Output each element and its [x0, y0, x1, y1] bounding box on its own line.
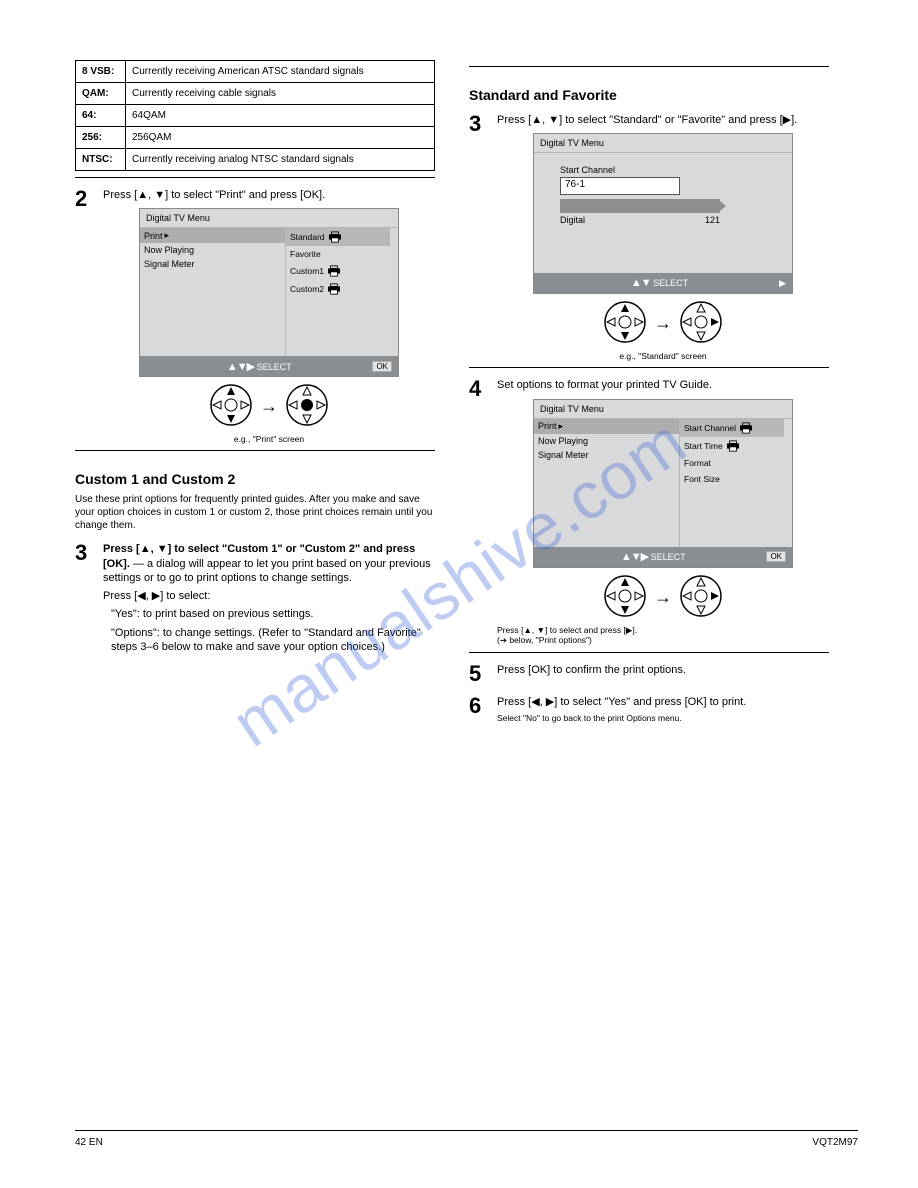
left-step-3: 3 Press [▲, ▼] to select "Custom 1" or "… — [75, 542, 435, 658]
lcd-menu-item: Signal Meter — [534, 448, 679, 462]
signal-type-table: 8 VSB:Currently receiving American ATSC … — [75, 60, 435, 171]
bullet-intro: Press [◀, ▶] to select: — [103, 589, 435, 603]
right-column: Standard and Favorite 3 Press [▲, ▼] to … — [469, 60, 829, 728]
table-code: QAM: — [76, 83, 126, 105]
table-desc: Currently receiving cable signals — [126, 83, 435, 105]
left-column: 8 VSB:Currently receiving American ATSC … — [75, 60, 435, 728]
bullet-item: "Yes": to print based on previous settin… — [111, 607, 435, 621]
step4-ref: (➔ below, "Print options") — [497, 635, 829, 646]
table-code: 256: — [76, 127, 126, 149]
custom-heading: Custom 1 and Custom 2 — [75, 471, 435, 487]
step-title: Press [▲, ▼] to select "Print" and press… — [103, 188, 435, 202]
right-step-3: 3 Press [▲, ▼] to select "Standard" or "… — [469, 113, 829, 361]
footer: 42 EN VQT2M97 — [75, 1130, 858, 1148]
dpad-icon — [285, 383, 329, 427]
divider — [469, 367, 829, 368]
step-text: Press [▲, ▼] to select "Custom 1" or "Cu… — [103, 542, 435, 585]
lcd-right-item: Format — [680, 455, 784, 471]
lcd-status-bar: ▲▼ SELECT ▶ — [534, 273, 792, 293]
lcd-label: Start Channel — [560, 165, 766, 175]
lcd-menu-item: Print▸ — [140, 228, 285, 243]
lcd-right-item: Start Channel — [680, 419, 784, 437]
lcd-unit: Digital121 — [560, 215, 720, 225]
dpad-diagram: → — [497, 300, 829, 347]
lcd-right-item: Font Size — [680, 471, 784, 487]
divider — [75, 177, 435, 178]
lcd-status-bar: ▲▼▶ SELECT OK — [534, 547, 792, 567]
step4-subtext: Press [▲, ▼] to select and press [▶]. — [497, 625, 829, 636]
table-desc: 256QAM — [126, 127, 435, 149]
lcd-right-item: Start Time — [680, 437, 784, 455]
step-number: 2 — [75, 188, 95, 444]
dpad-icon — [679, 300, 723, 344]
standard-heading: Standard and Favorite — [469, 87, 829, 103]
step-title: Press [▲, ▼] to select "Standard" or "Fa… — [497, 113, 829, 127]
lcd-title: Digital TV Menu — [534, 134, 792, 152]
divider — [469, 66, 829, 67]
dpad-icon — [679, 574, 723, 618]
table-code: NTSC: — [76, 149, 126, 171]
lcd-menu-item: Now Playing — [140, 243, 285, 257]
lcd-caption: e.g., "Standard" screen — [497, 351, 829, 361]
table-desc: 64QAM — [126, 105, 435, 127]
left-step-2: 2 Press [▲, ▼] to select "Print" and pre… — [75, 188, 435, 444]
dpad-diagram: → — [103, 383, 435, 430]
lcd-right-item: Custom2 — [286, 280, 390, 298]
right-step-4: 4 Set options to format your printed TV … — [469, 378, 829, 646]
lcd-value-box: 76-1 — [560, 177, 680, 195]
lcd-menu-item: Signal Meter — [140, 257, 285, 271]
bullet-item: "Options": to change settings. (Refer to… — [111, 626, 435, 655]
dpad-diagram: → — [497, 574, 829, 621]
lcd-menu-item: Now Playing — [534, 434, 679, 448]
lcd-title: Digital TV Menu — [534, 400, 792, 418]
arrow-icon: → — [654, 313, 672, 334]
step-number: 3 — [469, 113, 489, 361]
step6-sub: Select "No" to go back to the print Opti… — [497, 713, 829, 724]
right-step-5: 5 Press [OK] to confirm the print option… — [469, 663, 829, 685]
step-number: 6 — [469, 695, 489, 724]
step-number: 5 — [469, 663, 489, 685]
printer-icon — [328, 231, 342, 243]
custom-body: Use these print options for frequently p… — [75, 493, 435, 532]
lcd-right-item: Favorite — [286, 246, 390, 262]
divider — [469, 652, 829, 653]
lcd-right-item: Custom1 — [286, 262, 390, 280]
lcd-title: Digital TV Menu — [140, 209, 398, 227]
table-desc: Currently receiving analog NTSC standard… — [126, 149, 435, 171]
table-desc: Currently receiving American ATSC standa… — [126, 61, 435, 83]
arrow-icon: → — [260, 396, 278, 417]
step-number: 4 — [469, 378, 489, 646]
step-title: Set options to format your printed TV Gu… — [497, 378, 829, 392]
arrow-icon: → — [654, 587, 672, 608]
table-code: 8 VSB: — [76, 61, 126, 83]
printer-icon — [726, 440, 740, 452]
lcd-status-bar: ▲▼▶ SELECT OK — [140, 356, 398, 376]
lcd-screenshot: Digital TV Menu Print▸ Now Playing Signa… — [533, 399, 793, 568]
step-text: Press [OK] to confirm the print options. — [497, 663, 829, 677]
dpad-icon — [603, 574, 647, 618]
doc-code: VQT2M97 — [812, 1137, 858, 1148]
dpad-icon — [603, 300, 647, 344]
lcd-right-item: Standard — [286, 228, 390, 246]
printer-icon — [739, 422, 753, 434]
printer-icon — [327, 283, 341, 295]
right-step-6: 6 Press [◀, ▶] to select "Yes" and press… — [469, 695, 829, 724]
dpad-icon — [209, 383, 253, 427]
lcd-caption: e.g., "Print" screen — [103, 434, 435, 444]
divider — [75, 450, 435, 451]
lcd-progress — [560, 199, 720, 213]
lcd-screenshot: Digital TV Menu Print▸ Now Playing Signa… — [139, 208, 399, 377]
table-code: 64: — [76, 105, 126, 127]
page-number: 42 EN — [75, 1137, 103, 1148]
step-number: 3 — [75, 542, 95, 658]
lcd-menu-item: Print▸ — [534, 419, 679, 434]
lcd-screenshot: Digital TV Menu Start Channel 76-1 Digit… — [533, 133, 793, 294]
printer-icon — [327, 265, 341, 277]
step-text: Press [◀, ▶] to select "Yes" and press [… — [497, 695, 829, 709]
